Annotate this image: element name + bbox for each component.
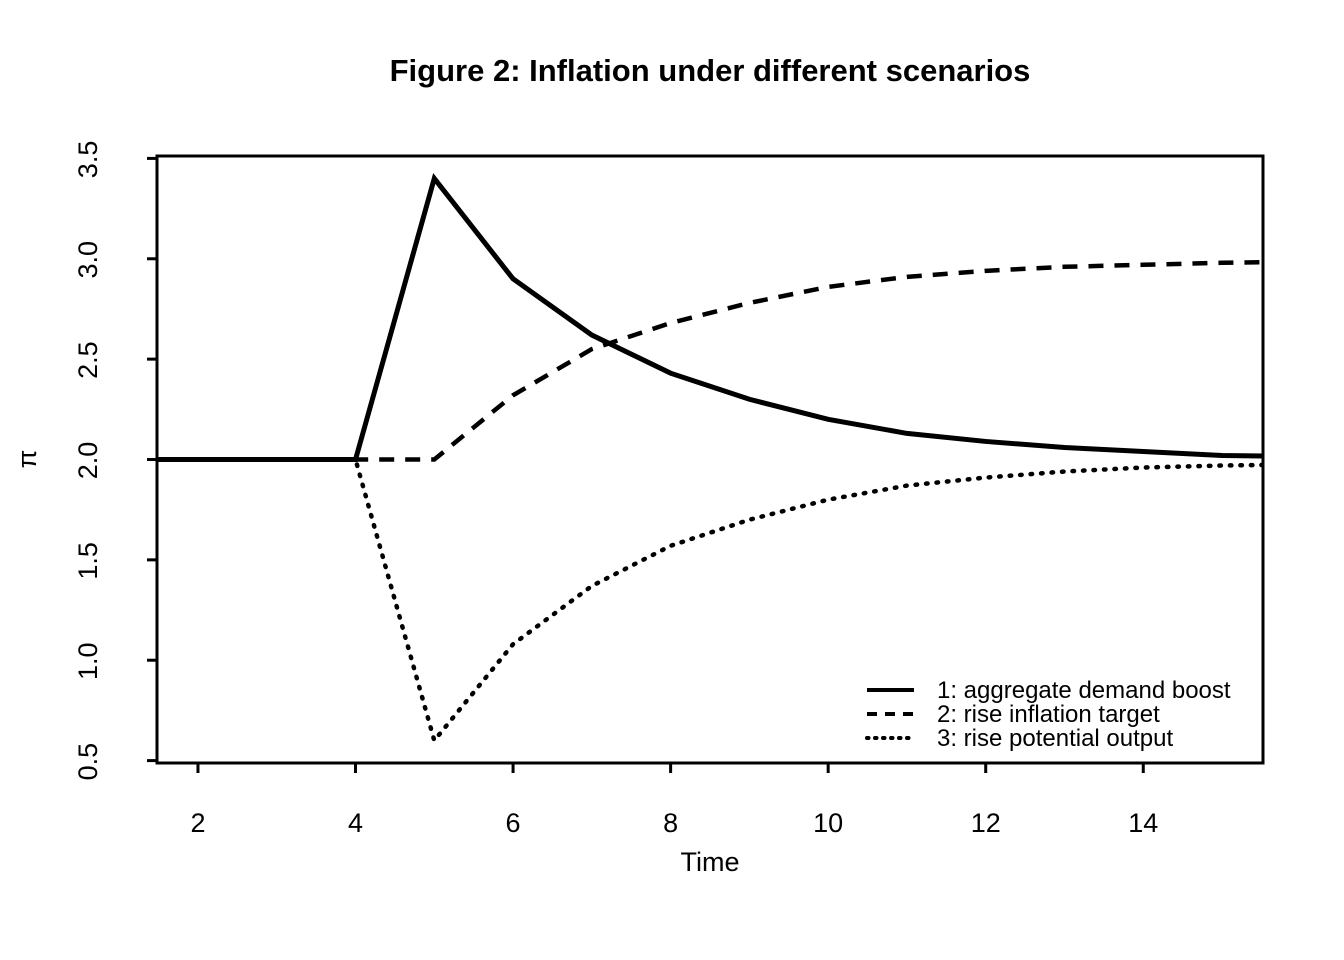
y-tick-label: 1.5 — [73, 542, 103, 580]
x-tick-label: 14 — [1128, 808, 1158, 838]
legend-label-rise-inflation-target: 2: rise inflation target — [937, 701, 1160, 728]
legend-label-aggregate-demand-boost: 1: aggregate demand boost — [937, 677, 1231, 704]
y-tick-label: 1.0 — [73, 642, 103, 680]
series-line-1 — [157, 173, 1263, 462]
x-tick-label: 10 — [813, 808, 843, 838]
y-tick-label: 3.5 — [73, 141, 103, 179]
x-tick-label: 6 — [506, 808, 521, 838]
x-tick-label: 2 — [190, 808, 205, 838]
chart-title: Figure 2: Inflation under different scen… — [390, 53, 1031, 88]
legend: 1: aggregate demand boost 2: rise inflat… — [865, 677, 1231, 752]
data-lines — [157, 173, 1263, 746]
y-tick-label: 0.5 — [73, 743, 103, 781]
y-tick-label: 2.5 — [73, 341, 103, 379]
axes: 2 4 6 8 10 12 14 0.5 1.0 1.5 2.0 2.5 3.0 3.5 — [73, 141, 1158, 838]
series-line-3 — [157, 457, 1263, 746]
x-tick-label: 12 — [971, 808, 1001, 838]
legend-label-rise-potential-output: 3: rise potential output — [937, 725, 1173, 752]
x-axis-title: Time — [681, 847, 740, 877]
y-axis-title: π — [12, 450, 42, 469]
x-tick-label: 4 — [348, 808, 363, 838]
y-tick-label: 2.0 — [73, 442, 103, 480]
y-tick-label: 3.0 — [73, 241, 103, 279]
x-tick-label: 8 — [663, 808, 678, 838]
series-line-2 — [157, 260, 1263, 462]
